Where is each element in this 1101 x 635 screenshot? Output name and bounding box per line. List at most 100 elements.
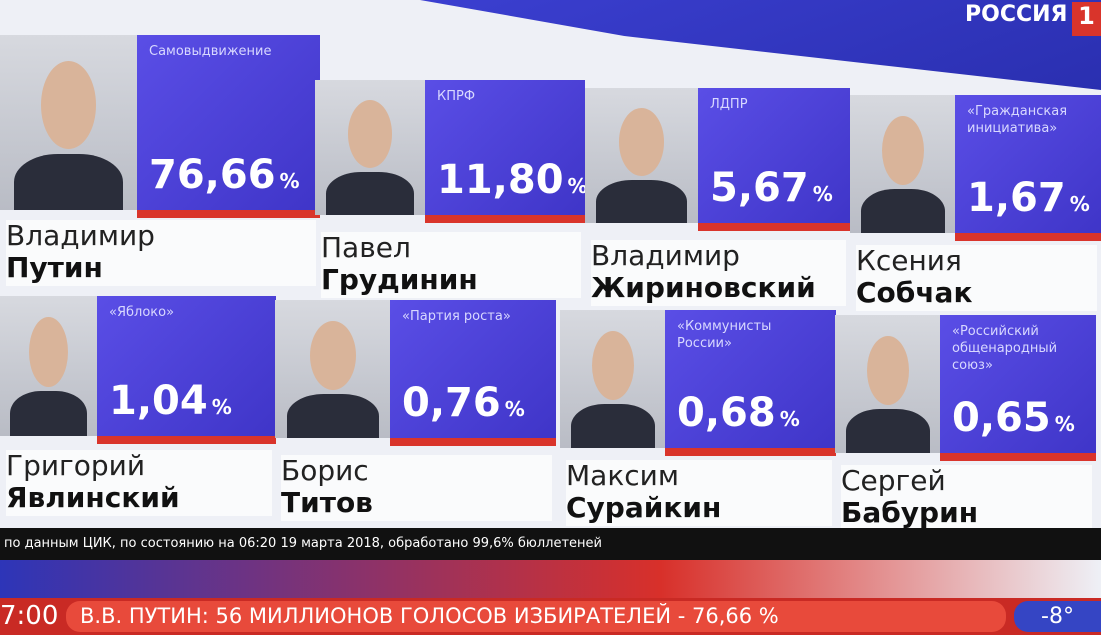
last-name: Явлинский (6, 481, 180, 514)
red-strip (97, 436, 276, 444)
percent-value: 11,80 (437, 157, 564, 203)
face (41, 61, 96, 149)
candidate-photo (315, 80, 425, 215)
percent-unit: % (1054, 412, 1075, 436)
last-name: Собчак (856, 276, 973, 309)
suit (13, 154, 124, 210)
suit (9, 391, 88, 436)
suit (596, 179, 687, 223)
first-name: Борис (281, 454, 369, 487)
result-box: «Партия роста» 0,76% (390, 300, 556, 446)
first-name: Григорий (6, 449, 146, 482)
percentage: 0,65% (952, 395, 1075, 441)
result-box: КПРФ 11,80% (425, 80, 588, 223)
percent-unit: % (211, 395, 232, 419)
party-name: «Коммунисты России» (677, 319, 772, 351)
red-strip (665, 448, 836, 456)
last-name: Бабурин (841, 496, 979, 529)
result-box: «Российский общенародный союз» 0,65% (940, 315, 1096, 461)
ticker-temperature: -8° (1014, 601, 1101, 632)
red-strip (390, 438, 556, 446)
red-strip (955, 233, 1101, 241)
suit (860, 188, 945, 233)
percentage: 0,76% (402, 380, 525, 426)
suit (570, 403, 655, 448)
logo-text: РОССИЯ (965, 2, 1068, 27)
last-name: Грудинин (321, 263, 478, 296)
logo-number: 1 (1072, 2, 1101, 36)
face (866, 335, 909, 405)
ticker-bar: 7:00 В.В. ПУТИН: 56 МИЛЛИОНОВ ГОЛОСОВ ИЗ… (0, 598, 1101, 635)
candidate-photo (585, 88, 698, 223)
first-name: Владимир (6, 219, 155, 252)
first-name: Ксения (856, 244, 962, 277)
red-strip (137, 210, 320, 218)
percentage: 5,67% (710, 165, 833, 211)
percentage: 76,66% (149, 152, 300, 198)
percent-unit: % (567, 174, 588, 198)
percent-value: 0,76 (402, 380, 501, 426)
party-name: «Яблоко» (109, 305, 175, 320)
result-box: «Коммунисты России» 0,68% (665, 310, 836, 456)
result-box: Самовыдвижение 76,66% (137, 35, 320, 218)
percent-value: 76,66 (149, 152, 276, 198)
last-name: Сурайкин (566, 491, 722, 524)
candidate-name: Павел Грудинин (321, 232, 581, 298)
result-box: «Гражданская инициатива» 1,67% (955, 95, 1101, 241)
percent-value: 1,67 (967, 175, 1066, 221)
first-name: Владимир (591, 239, 740, 272)
percent-value: 1,04 (109, 378, 208, 424)
candidate-name: Сергей Бабурин (841, 465, 1092, 531)
face (881, 115, 924, 185)
result-box: ЛДПР 5,67% (698, 88, 850, 231)
last-name: Путин (6, 251, 103, 284)
red-strip (940, 453, 1096, 461)
candidate-name: Григорий Явлинский (6, 450, 272, 516)
percent-unit: % (1069, 192, 1090, 216)
candidate-name: Владимир Жириновский (591, 240, 846, 306)
red-strip (425, 215, 585, 223)
party-name: Самовыдвижение (149, 44, 272, 59)
candidate-name: Владимир Путин (6, 220, 316, 286)
party-name: «Гражданская инициатива» (967, 104, 1068, 136)
candidate-photo (835, 315, 940, 453)
percent-unit: % (504, 397, 525, 421)
first-name: Сергей (841, 464, 946, 497)
ticker-headline: В.В. ПУТИН: 56 МИЛЛИОНОВ ГОЛОСОВ ИЗБИРАТ… (66, 601, 1006, 632)
candidate-photo (850, 95, 955, 233)
party-name: КПРФ (437, 89, 476, 104)
candidate-name: Борис Титов (281, 455, 552, 521)
first-name: Павел (321, 231, 411, 264)
percent-unit: % (279, 169, 300, 193)
percent-value: 5,67 (710, 165, 809, 211)
percentage: 1,67% (967, 175, 1090, 221)
suit (286, 393, 379, 438)
result-box: «Яблоко» 1,04% (97, 296, 276, 444)
percent-value: 0,68 (677, 390, 776, 436)
party-name: «Российский общенародный союз» (952, 324, 1058, 373)
candidate-photo (560, 310, 665, 448)
candidate-name: Максим Сурайкин (566, 460, 832, 526)
percent-unit: % (779, 407, 800, 431)
percentage: 1,04% (109, 378, 232, 424)
candidate-photo (0, 35, 137, 210)
face (591, 330, 634, 400)
candidate-photo (275, 300, 390, 438)
face (618, 108, 665, 176)
last-name: Титов (281, 486, 373, 519)
last-name: Жириновский (591, 271, 816, 304)
suit (845, 408, 930, 453)
face (29, 317, 68, 387)
suit (326, 171, 414, 215)
ticker-time: 7:00 (0, 601, 59, 631)
percentage: 0,68% (677, 390, 800, 436)
red-strip (698, 223, 850, 231)
footer: по данным ЦИК, по состоянию на 06:20 19 … (0, 528, 1101, 560)
percent-unit: % (812, 182, 833, 206)
face (348, 100, 392, 168)
candidate-name: Ксения Собчак (856, 245, 1097, 311)
first-name: Максим (566, 459, 679, 492)
face (309, 320, 356, 390)
party-name: ЛДПР (710, 97, 748, 112)
